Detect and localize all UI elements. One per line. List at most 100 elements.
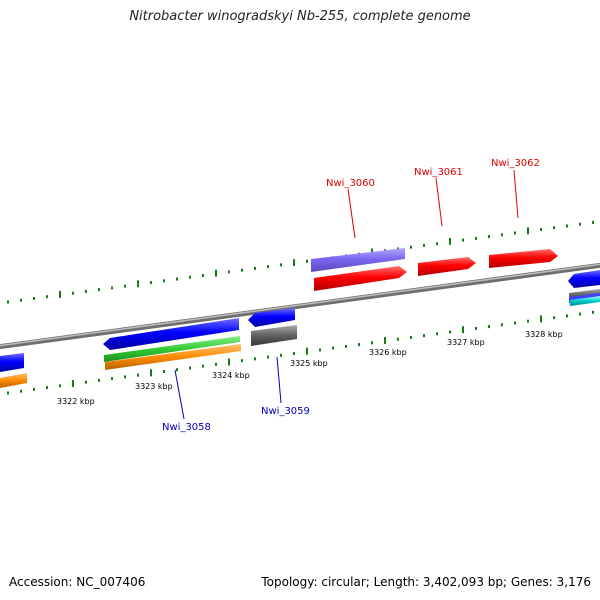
gc-tick [98, 378, 100, 382]
gene-label-nwi-3058[interactable]: Nwi_3058 [162, 422, 211, 433]
gc-tick [202, 274, 204, 277]
gc-tick [150, 369, 152, 377]
cds-nwi-3060[interactable] [314, 266, 407, 291]
gc-tick [267, 265, 269, 269]
map-title: Nitrobacter winogradskyi Nb-255, complet… [129, 9, 471, 24]
gc-tick [306, 347, 308, 355]
gc-tick [592, 220, 594, 224]
genome-backbone [0, 262, 600, 350]
gene-label-nwi-3060[interactable]: Nwi_3060 [326, 178, 375, 189]
gc-tick [475, 326, 477, 330]
gc-tick [85, 380, 87, 384]
gc-tick [293, 259, 295, 267]
gc-tick [410, 245, 412, 249]
track-orange-3058 [105, 344, 241, 370]
gc-tick [371, 341, 373, 345]
label-leaders [174, 169, 519, 420]
track-cyan-right [570, 296, 600, 306]
gc-tick [163, 279, 165, 283]
gc-tick [254, 266, 256, 270]
gc-tick [423, 334, 425, 338]
gc-tick [475, 236, 477, 240]
gc-tick [280, 353, 282, 357]
leader-nwi-3062 [513, 169, 519, 219]
gene-label-nwi-3062[interactable]: Nwi_3062 [491, 158, 540, 169]
track-gray-3059 [251, 325, 297, 346]
gc-tick [501, 233, 503, 237]
gc-tick [267, 355, 269, 359]
genome-backbone-highlight [0, 263, 600, 347]
lower-gc-track [7, 310, 594, 395]
gc-tick [59, 290, 61, 298]
gc-tick [33, 297, 35, 300]
tick-label-3323: 3323 kbp [135, 382, 173, 391]
gc-tick [501, 323, 503, 327]
gc-tick [215, 362, 217, 366]
leader-nwi-3060 [347, 188, 356, 239]
gc-tick [215, 269, 217, 277]
gc-tick [254, 357, 256, 361]
gc-tick [7, 391, 9, 395]
tick-label-3325: 3325 kbp [290, 359, 328, 368]
gc-tick [540, 315, 542, 323]
gc-tick [72, 291, 74, 295]
gc-tick [46, 386, 48, 390]
gc-tick [566, 314, 568, 318]
tick-label-3324: 3324 kbp [212, 371, 250, 380]
rna-feature-3060[interactable] [311, 248, 405, 272]
gc-tick [488, 325, 490, 329]
gc-tick [436, 242, 438, 246]
gene-label-nwi-3061[interactable]: Nwi_3061 [414, 167, 463, 178]
gc-tick [488, 235, 490, 239]
track-orange-left [0, 373, 27, 388]
genome-summary: Topology: circular; Length: 3,402,093 bp… [261, 575, 591, 589]
tick-label-3326: 3326 kbp [369, 348, 407, 357]
gc-tick [189, 275, 191, 279]
gc-tick [319, 348, 321, 352]
gc-tick [137, 280, 139, 288]
track-green-3058 [104, 336, 240, 362]
gc-tick [98, 288, 100, 292]
cds-nwi-3058[interactable] [103, 318, 239, 350]
gc-tick [124, 375, 126, 379]
gc-tick [150, 281, 152, 285]
gc-tick [553, 316, 555, 320]
gc-tick [306, 259, 308, 263]
gc-tick [540, 228, 542, 231]
gc-tick [111, 377, 113, 381]
gc-tick [176, 277, 178, 281]
gc-tick [410, 335, 412, 339]
gc-tick [384, 337, 386, 344]
gene-label-nwi-3059[interactable]: Nwi_3059 [261, 406, 310, 417]
gc-tick [228, 358, 230, 366]
gc-tick [202, 364, 204, 368]
cds-reverse-right[interactable] [568, 270, 600, 288]
gc-tick [345, 344, 347, 348]
gc-tick [293, 352, 295, 355]
cds-nwi-3061[interactable] [418, 257, 476, 276]
gc-tick [241, 359, 243, 363]
scale-labels: 3322 kbp 3323 kbp 3324 kbp 3325 kbp 3326… [57, 330, 563, 406]
gc-tick [527, 227, 529, 235]
leader-nwi-3059 [276, 356, 282, 404]
gc-tick [20, 298, 22, 302]
gc-tick [85, 289, 87, 293]
gc-tick [423, 243, 425, 247]
gc-tick [46, 295, 48, 299]
gc-tick [592, 310, 594, 314]
gc-tick [436, 332, 438, 336]
leader-nwi-3058 [174, 369, 185, 420]
gc-tick [332, 346, 334, 350]
accession-text: Accession: NC_007406 [9, 575, 146, 589]
gc-tick [462, 326, 464, 334]
cds-reverse-left[interactable] [0, 353, 24, 372]
gc-tick [579, 222, 581, 226]
gc-tick [514, 321, 516, 325]
gc-tick [176, 368, 178, 372]
cds-nwi-3059[interactable] [248, 308, 295, 327]
gc-tick [124, 284, 126, 288]
cds-nwi-3062[interactable] [489, 249, 558, 268]
tick-label-3327: 3327 kbp [447, 338, 485, 347]
gc-tick [280, 263, 282, 267]
